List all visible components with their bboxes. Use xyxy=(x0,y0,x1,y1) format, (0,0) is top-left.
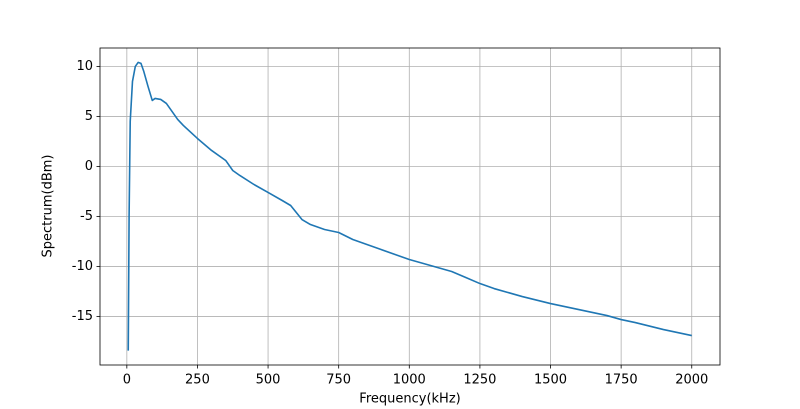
x-tick-label: 1500 xyxy=(534,373,567,388)
plot-frame xyxy=(99,47,721,366)
y-tick-label: 0 xyxy=(85,159,93,174)
y-tick-label: 10 xyxy=(76,59,93,74)
x-tick-label: 1750 xyxy=(605,373,638,388)
y-tick-label: 5 xyxy=(85,109,93,124)
x-tick-label: 1000 xyxy=(393,373,426,388)
x-tick-label: 500 xyxy=(256,373,281,388)
data-line xyxy=(127,61,692,351)
x-tick-label: 750 xyxy=(326,373,351,388)
y-tick-label: -5 xyxy=(80,209,93,224)
x-axis-label: Frequency(kHz) xyxy=(359,392,460,407)
y-axis-label: Spectrum(dBm) xyxy=(41,155,56,258)
x-tick-label: 2000 xyxy=(675,373,708,388)
x-tick-label: 250 xyxy=(185,373,210,388)
y-tick-label: -15 xyxy=(72,309,93,324)
x-tick-label: 1250 xyxy=(463,373,496,388)
y-tick-label: -10 xyxy=(72,259,93,274)
x-tick-label: 0 xyxy=(123,373,131,388)
